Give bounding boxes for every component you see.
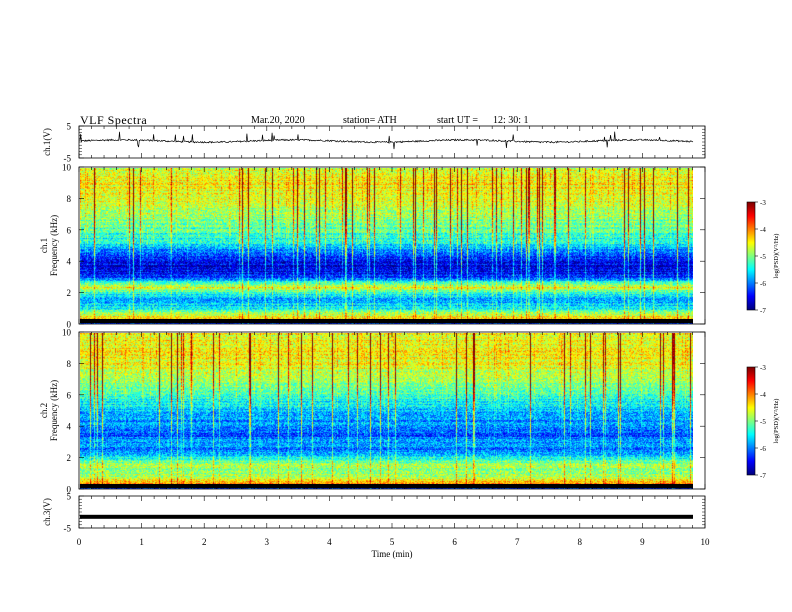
y-tick-label: 4 [67,422,72,432]
y-tick-label: -5 [64,524,72,534]
y-tick-label: 5 [67,122,72,132]
x-tick-label: 1 [139,537,144,547]
date-label: Mar.20, 2020 [251,115,305,126]
x-tick-label: 7 [515,537,520,547]
colorbar-tick-label: -6 [760,445,766,453]
low-frequency-band [80,319,693,323]
start-ut-label: start UT = [437,115,479,126]
colorbar-tick-label: -3 [760,364,766,372]
spectrogram-ch1 [80,168,693,324]
ch1-waveform [79,131,694,150]
y-tick-label: 5 [67,492,72,502]
colorbar-tick-label: -5 [760,418,766,426]
colorbar-tick-label: -4 [760,226,766,234]
colorbar-label: log(PSD)(V²/Hz) [773,234,780,279]
colorbar-label: log(PSD)(V²/Hz) [773,399,780,444]
y-tick-label: 8 [67,359,72,369]
x-tick-label: 10 [701,537,711,547]
y-tick-label: 8 [67,194,72,204]
x-tick-label: 6 [452,537,457,547]
colorbar-tick-label: -3 [760,199,766,207]
spectrogram-ch2 [80,333,693,489]
y-tick-label: 6 [67,390,72,400]
colorbar-ch2 [747,367,755,475]
colorbar-ch1 [747,202,755,310]
colorbar-tick-label: -4 [760,391,766,399]
x-tick-label: 3 [265,537,270,547]
x-axis-label: Time (min) [372,549,413,559]
x-tick-label: 0 [77,537,82,547]
ch3-waveform [80,514,693,519]
ch1-ylabel: ch.1(V) [42,128,52,156]
colorbar-tick-label: -6 [760,280,766,288]
x-tick-label: 8 [578,537,583,547]
y-tick-label: 0 [67,485,72,495]
y-tick-label: 0 [67,320,72,330]
x-tick-label: 9 [640,537,645,547]
y-tick-label: 2 [67,453,72,463]
ch1-spectrogram-ylabel-line1: ch.1 [39,238,49,253]
colorbar-tick-label: -5 [760,253,766,261]
start-ut-value: 12: 30: 1 [493,115,529,126]
y-tick-label: 4 [67,257,72,267]
station-label: station= ATH [343,115,397,126]
colorbar-tick-label: -7 [760,472,766,480]
ch2-spectrogram-ylabel-line2: Frequency (kHz) [49,380,59,441]
colorbar-tick-label: -7 [760,307,766,315]
low-frequency-band [80,484,693,488]
y-tick-label: 10 [62,328,72,338]
ch2-spectrogram-ylabel-line1: ch.2 [39,403,49,418]
x-tick-label: 5 [390,537,395,547]
ch3-ylabel: ch.3(V) [42,498,52,526]
y-tick-label: 10 [62,163,72,173]
x-tick-label: 4 [327,537,332,547]
y-tick-label: -5 [64,154,72,164]
figure-title: VLF Spectra [80,113,148,127]
ch1-spectrogram-ylabel-line2: Frequency (kHz) [49,215,59,276]
x-tick-label: 2 [202,537,207,547]
y-tick-label: 6 [67,225,72,235]
y-tick-label: 2 [67,288,72,298]
